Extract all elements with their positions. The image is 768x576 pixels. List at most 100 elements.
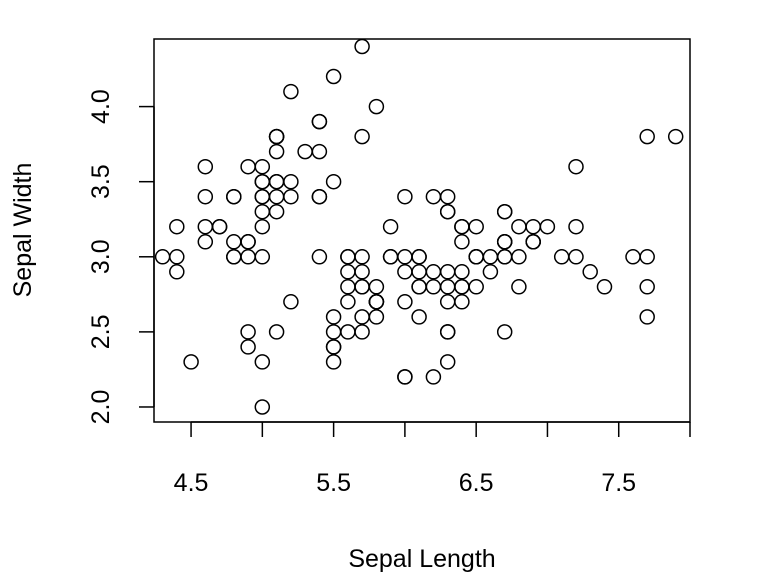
points-layer (154, 38, 684, 415)
data-point (496, 203, 513, 220)
data-point (183, 354, 199, 370)
data-point (211, 218, 228, 235)
data-point (354, 128, 370, 145)
data-point (439, 279, 456, 295)
data-point (425, 279, 442, 295)
data-point (354, 249, 370, 265)
data-point (496, 324, 513, 340)
data-point (439, 324, 456, 340)
data-point (382, 218, 399, 235)
data-point (283, 173, 299, 190)
x-axis: 4.5 5.5 6.5 7.5 (174, 421, 691, 497)
data-point (411, 264, 427, 280)
data-point (667, 128, 684, 145)
data-point (568, 158, 584, 175)
data-point (240, 324, 256, 340)
data-point (553, 249, 570, 265)
data-point (468, 249, 484, 265)
data-point (411, 249, 427, 265)
data-point (368, 279, 385, 295)
data-point (382, 249, 399, 265)
data-point (311, 249, 328, 265)
data-point (240, 339, 256, 355)
data-point (639, 309, 655, 325)
data-point (454, 264, 470, 280)
data-point (325, 339, 342, 355)
data-point (268, 188, 285, 205)
data-point (311, 143, 328, 160)
data-point (439, 264, 456, 280)
data-point (226, 188, 242, 205)
data-point (325, 68, 342, 85)
data-point (254, 158, 271, 175)
data-point (311, 188, 328, 205)
data-point (154, 249, 171, 265)
data-point (268, 128, 285, 145)
data-point (439, 354, 456, 370)
data-point (397, 188, 413, 205)
data-point (283, 294, 299, 310)
data-point (254, 354, 271, 370)
data-point (625, 249, 641, 265)
data-point (454, 279, 470, 295)
data-point (482, 249, 499, 265)
data-point (511, 218, 527, 235)
data-point (197, 158, 214, 175)
data-point (311, 113, 328, 130)
x-tick-label: 5.5 (316, 469, 351, 497)
data-point (354, 279, 370, 295)
data-point (254, 173, 271, 190)
data-point (454, 294, 470, 310)
data-point (454, 218, 470, 235)
data-point (425, 369, 442, 385)
data-point (283, 188, 299, 205)
data-point (325, 354, 342, 370)
data-point (439, 294, 456, 310)
data-point (411, 309, 427, 325)
data-point (511, 279, 527, 295)
data-point (268, 143, 285, 160)
y-tick-label: 2.0 (87, 390, 115, 425)
data-point (568, 249, 584, 265)
data-point (325, 173, 342, 190)
data-point (496, 234, 513, 250)
data-point (240, 158, 256, 175)
data-point (468, 218, 484, 235)
y-axis: 2.0 2.5 3.0 3.5 4.0 (87, 89, 155, 425)
y-tick-label: 3.5 (87, 164, 115, 199)
data-point (169, 249, 185, 265)
data-point (325, 324, 342, 340)
data-point (425, 188, 442, 205)
data-point (368, 309, 385, 325)
x-tick-label: 7.5 (601, 469, 636, 497)
data-point (397, 249, 413, 265)
data-point (254, 203, 271, 220)
data-point (397, 294, 413, 310)
data-point (268, 324, 285, 340)
data-point (568, 218, 584, 235)
data-point (240, 234, 256, 250)
y-tick-label: 3.0 (87, 239, 115, 274)
data-point (354, 38, 370, 55)
data-point (525, 218, 541, 235)
data-point (511, 249, 527, 265)
data-point (354, 324, 370, 340)
y-axis-label: Sepal Width (9, 163, 37, 298)
data-point (254, 249, 271, 265)
data-point (639, 279, 655, 295)
data-point (297, 143, 313, 160)
data-point (525, 234, 541, 250)
data-point (354, 309, 370, 325)
x-axis-label: Sepal Length (348, 545, 495, 573)
data-point (169, 264, 185, 280)
data-point (197, 188, 214, 205)
data-point (226, 234, 242, 250)
x-tick-label: 4.5 (174, 469, 209, 497)
data-point (439, 203, 456, 220)
data-point (368, 98, 385, 115)
data-point (226, 249, 242, 265)
data-point (368, 294, 385, 310)
data-point (397, 369, 413, 385)
data-point (454, 234, 470, 250)
